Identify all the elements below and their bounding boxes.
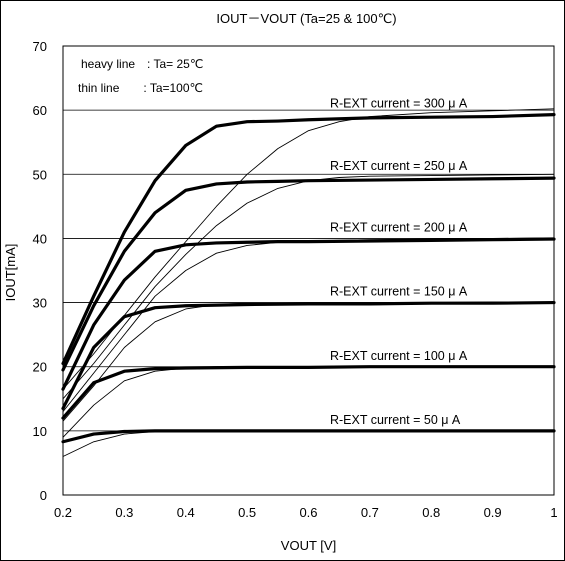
x-axis-label: VOUT [V] — [281, 538, 336, 553]
heavy-series-line-1 — [61, 113, 556, 366]
y-tick-label: 30 — [33, 296, 47, 311]
chart-title: IOUT－VOUT (Ta=25 & 100℃) — [216, 11, 396, 26]
y-tick-label: 20 — [33, 360, 47, 375]
heavy-series-line-3 — [61, 237, 556, 391]
x-tick-label: 1 — [550, 505, 557, 520]
y-tick-label: 70 — [33, 39, 47, 54]
legend-note-2: thin line : Ta=100℃ — [78, 81, 203, 95]
x-tick-label: 0.3 — [115, 505, 133, 520]
curve-label-1: R-EXT current = 300 μ A — [330, 97, 468, 111]
curve-label-4: R-EXT current = 150 μ A — [330, 285, 468, 299]
heavy-series-line-5 — [61, 365, 556, 420]
x-tick-label: 0.8 — [422, 505, 440, 520]
x-tick-label: 0.9 — [484, 505, 502, 520]
heavy-series-line-2 — [61, 176, 556, 372]
x-tick-label: 0.2 — [54, 505, 72, 520]
x-tick-label: 0.4 — [177, 505, 195, 520]
curve-label-5: R-EXT current = 100 μ A — [330, 349, 468, 363]
x-tick-label: 0.5 — [238, 505, 256, 520]
thin-series-line-12 — [62, 430, 555, 457]
curve-label-2: R-EXT current = 250 μ A — [330, 159, 468, 173]
y-tick-label: 60 — [33, 103, 47, 118]
thin-series-line-10 — [62, 301, 555, 422]
thin-series-line-9 — [62, 237, 555, 413]
thin-series-line-8 — [62, 173, 555, 400]
y-tick-label: 10 — [33, 424, 47, 439]
thin-series-line-7 — [62, 108, 555, 390]
x-tick-label: 0.6 — [299, 505, 317, 520]
plot-area — [62, 45, 555, 496]
curve-label-3: R-EXT current = 200 μ A — [330, 221, 468, 235]
heavy-series-line-6 — [61, 429, 556, 444]
curve-label-6: R-EXT current = 50 μ A — [330, 413, 461, 427]
heavy-series-line-4 — [61, 300, 556, 411]
y-tick-label: 40 — [33, 231, 47, 246]
thin-series-line-11 — [62, 365, 555, 438]
y-axis-label: IOUT[mA] — [3, 244, 18, 302]
y-tick-label: 0 — [40, 488, 47, 503]
y-tick-label: 50 — [33, 167, 47, 182]
x-tick-label: 0.7 — [361, 505, 379, 520]
legend-note-1: heavy line : Ta= 25℃ — [81, 57, 203, 71]
